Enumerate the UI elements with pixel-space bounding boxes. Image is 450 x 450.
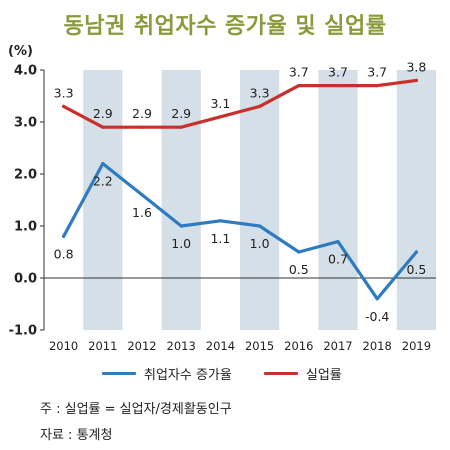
data-point: [414, 78, 418, 82]
data-point: [297, 84, 301, 88]
y-tick-label: 3.0: [14, 116, 37, 131]
data-point: [297, 250, 301, 254]
data-point: [258, 224, 262, 228]
data-label: 3.7: [289, 65, 309, 80]
data-point: [179, 224, 183, 228]
column-band: [318, 70, 358, 330]
x-tick-label: 2017: [323, 339, 352, 353]
data-label: 1.1: [210, 231, 230, 246]
legend-item-unemployment: 실업률: [263, 364, 342, 383]
legend-label-employment: 취업자수 증가율: [144, 368, 232, 383]
series-line-1: [61, 78, 418, 129]
x-tick-label: 2016: [284, 339, 313, 353]
chart-source: 자료 : 통계청: [40, 428, 113, 443]
data-label: -0.4: [365, 309, 389, 324]
data-label: 2.2: [93, 174, 113, 189]
data-point: [179, 125, 183, 129]
legend-swatch-employment: [102, 372, 136, 375]
column-band: [240, 70, 280, 330]
chart-note: 주 : 실업률 = 실업자/경제활동인구: [40, 402, 232, 417]
data-point: [336, 240, 340, 244]
data-label: 0.8: [54, 246, 74, 261]
data-point: [218, 219, 222, 223]
data-label: 3.3: [54, 85, 74, 100]
x-tick-label: 2011: [88, 339, 117, 353]
data-point: [62, 104, 66, 108]
legend-label-unemployment: 실업률: [305, 368, 342, 383]
data-label: 1.0: [250, 236, 270, 251]
data-label: 0.5: [406, 262, 426, 277]
data-point: [140, 125, 144, 129]
series-line-0: [61, 162, 418, 301]
x-tick-label: 2019: [402, 339, 431, 353]
data-point: [101, 125, 105, 129]
data-label: 3.3: [250, 85, 270, 100]
data-point: [258, 104, 262, 108]
data-label: 0.5: [289, 262, 309, 277]
legend: 취업자수 증가율 실업률: [102, 364, 342, 383]
x-tick-label: 2012: [127, 339, 156, 353]
y-axis-unit: (%): [8, 44, 33, 59]
chart-title: 동남권 취업자수 증가율 및 실업률: [63, 14, 387, 39]
data-label: 3.7: [328, 65, 348, 80]
data-label: 2.9: [93, 106, 113, 121]
data-label: 2.9: [171, 106, 191, 121]
x-tick-label: 2013: [167, 339, 196, 353]
x-tick-label: 2015: [245, 339, 274, 353]
y-tick-label: 4.0: [14, 64, 37, 79]
y-tick-label: 1.0: [14, 220, 37, 235]
data-point: [218, 115, 222, 119]
x-tick-label: 2018: [363, 339, 392, 353]
column-band: [161, 70, 201, 330]
data-point: [62, 234, 66, 238]
column-band: [83, 70, 123, 330]
data-label: 2.9: [132, 106, 152, 121]
y-tick-label: 0.0: [14, 272, 37, 287]
x-tick-label: 2010: [49, 339, 78, 353]
y-tick-label: -1.0: [9, 324, 37, 339]
x-tick-label: 2014: [206, 339, 235, 353]
data-label: 1.6: [132, 205, 152, 220]
data-point: [140, 193, 144, 197]
data-label: 3.7: [367, 65, 387, 80]
y-tick-label: 2.0: [14, 168, 37, 183]
column-band: [396, 70, 436, 330]
data-label: 3.1: [210, 96, 230, 111]
data-label: 3.8: [406, 59, 426, 74]
legend-swatch-unemployment: [263, 372, 298, 375]
data-label: 1.0: [171, 236, 191, 251]
data-point: [375, 297, 379, 301]
data-label: 0.7: [328, 252, 348, 267]
data-point: [375, 84, 379, 88]
legend-item-employment: 취업자수 증가율: [102, 364, 232, 383]
data-point: [101, 162, 105, 166]
data-point: [336, 84, 340, 88]
data-point: [414, 250, 418, 254]
